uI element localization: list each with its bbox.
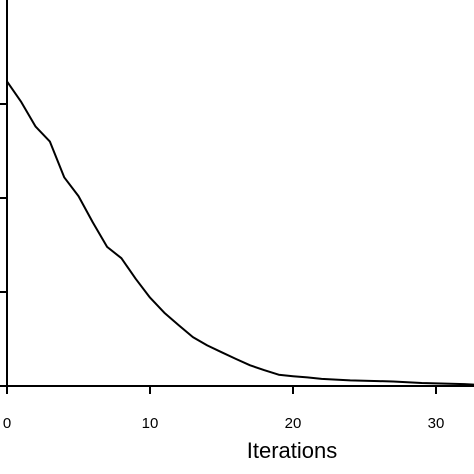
x-axis-label: Iterations: [247, 438, 338, 463]
ticks: 0 10 20 30: [0, 103, 445, 432]
x-tick-label: 20: [285, 415, 302, 432]
x-tick-label: 30: [428, 415, 445, 432]
x-tick-label: 10: [142, 415, 159, 432]
axes: [6, 0, 474, 387]
x-tick-label: 0: [3, 415, 11, 432]
series-line-0: [6, 80, 474, 386]
series: [6, 80, 474, 386]
